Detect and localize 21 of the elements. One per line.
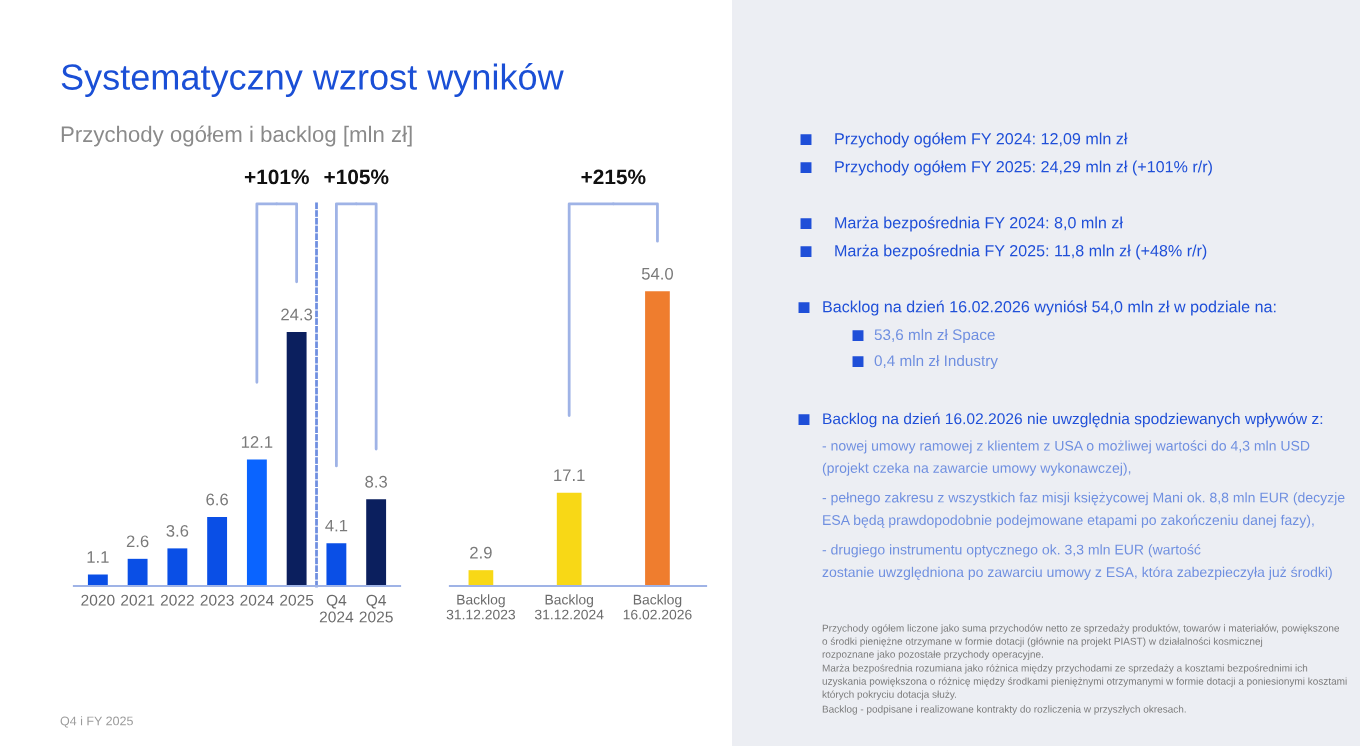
text: +101%	[244, 169, 309, 185]
chart-subtitle: Przychody ogółem i backlog [mln zł]	[61, 125, 412, 147]
data-label: 4.1	[325, 519, 348, 532]
data-label: 3.6	[166, 524, 189, 537]
text: Marża bezpośrednia FY 2025: 11,8 mln zł (+48% r/r)	[835, 244, 1207, 260]
data-label: 8.3	[365, 475, 387, 488]
data-label: 1.1	[87, 551, 109, 563]
data-label: 24.3	[281, 308, 313, 321]
text: +105%	[324, 169, 389, 185]
data-label: 54.0	[641, 267, 674, 280]
text: Przychody ogółem FY 2025: 24,29 mln zł (+101% r/r)	[835, 160, 1212, 176]
data-label: 12.1	[241, 436, 273, 448]
data-label: 2.9	[470, 546, 492, 559]
chart-title: Systematyczny wzrost wyników	[61, 62, 564, 98]
text: Backlog na dzień 16.02.2026 wyniósł 54,0 mln zł w podziale na:	[823, 300, 1276, 316]
data-label: 2.6	[126, 535, 149, 548]
text: +215%	[581, 169, 646, 185]
text: Przychody ogółem FY 2024: 12,09 mln zł	[835, 132, 1128, 148]
data-label: 17.1	[554, 469, 585, 481]
text: Marża bezpośrednia FY 2024: 8,0 mln zł	[835, 216, 1123, 232]
data-label: 6.6	[206, 493, 228, 506]
